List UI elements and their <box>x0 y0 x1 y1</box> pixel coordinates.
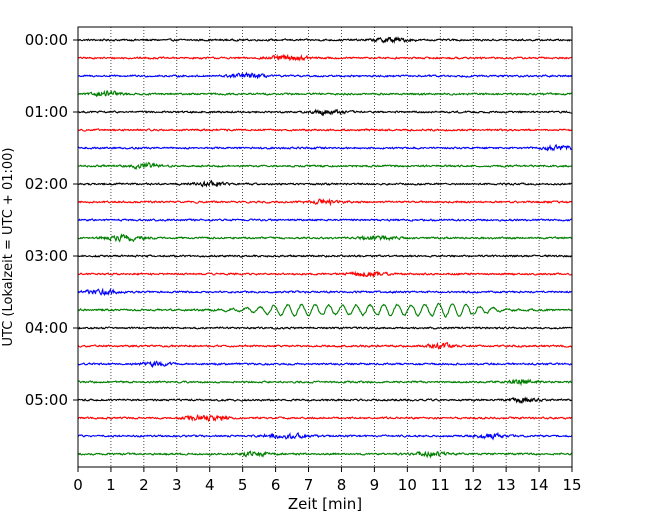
seismic-trace-0545 <box>77 450 573 459</box>
x-tick-label: 2 <box>139 476 149 494</box>
seismic-trace-0045 <box>77 89 573 98</box>
x-tick-label: 15 <box>562 476 581 494</box>
seismic-trace-0515 <box>77 413 573 423</box>
x-tick-label: 7 <box>304 476 314 494</box>
x-tick-label: 12 <box>464 476 483 494</box>
y-tick-label: 02:00 <box>25 175 68 193</box>
y-tick-label: 01:00 <box>25 103 68 121</box>
x-tick-label: 5 <box>238 476 248 494</box>
x-tick-label: 0 <box>73 476 83 494</box>
seismic-trace-0015 <box>77 53 573 62</box>
x-tick-label: 10 <box>398 476 417 494</box>
seismic-trace-0115 <box>77 128 573 132</box>
x-axis-label: Zeit [min] <box>288 495 362 513</box>
seismic-trace-0100 <box>77 108 573 117</box>
seismic-trace-0315 <box>77 270 573 279</box>
y-tick-label: 05:00 <box>25 391 68 409</box>
seismic-trace-0530 <box>77 431 573 441</box>
y-tick-label: 00:00 <box>25 31 68 49</box>
x-tick-label: 3 <box>172 476 182 494</box>
x-tick-label: 13 <box>497 476 516 494</box>
y-tick-label: 04:00 <box>25 319 68 337</box>
seismic-trace-0245 <box>77 233 573 243</box>
seismic-trace-0430 <box>77 360 573 369</box>
seismic-trace-0030 <box>77 71 573 80</box>
plot-frame <box>77 26 573 468</box>
x-tick-label: 14 <box>530 476 549 494</box>
x-tick-label: 1 <box>106 476 116 494</box>
x-tick-label: 6 <box>271 476 281 494</box>
seismic-trace-0000 <box>77 36 573 44</box>
x-tick-label: 11 <box>431 476 450 494</box>
seismic-trace-0230 <box>77 218 573 222</box>
seismic-trace-0215 <box>77 198 573 207</box>
x-tick-label: 8 <box>337 476 347 494</box>
seismic-trace-0415 <box>77 341 573 350</box>
seismic-trace-0130 <box>77 143 573 152</box>
x-tick-label: 4 <box>205 476 215 494</box>
seismic-trace-0300 <box>77 254 573 258</box>
y-axis-label: UTC (Lokalzeit = UTC + 01:00) <box>1 148 16 347</box>
seismic-trace-0330 <box>77 287 573 297</box>
seismic-traces <box>77 36 573 459</box>
grid-lines <box>110 27 540 467</box>
x-tick-label: 9 <box>370 476 380 494</box>
x-axis: 0 1 2 3 4 5 6 7 8 9 10 11 12 13 14 15 <box>73 467 582 494</box>
seismic-trace-0145 <box>77 161 573 170</box>
seismic-trace-0200 <box>77 179 573 188</box>
seismic-trace-0445 <box>77 378 573 387</box>
y-axis: 00:00 01:00 02:00 03:00 04:00 05:00 <box>25 31 78 409</box>
seismic-trace-0500 <box>77 396 573 404</box>
seismic-trace-0345 <box>77 302 572 318</box>
y-tick-label: 03:00 <box>25 247 68 265</box>
seismic-trace-0400 <box>77 326 573 330</box>
